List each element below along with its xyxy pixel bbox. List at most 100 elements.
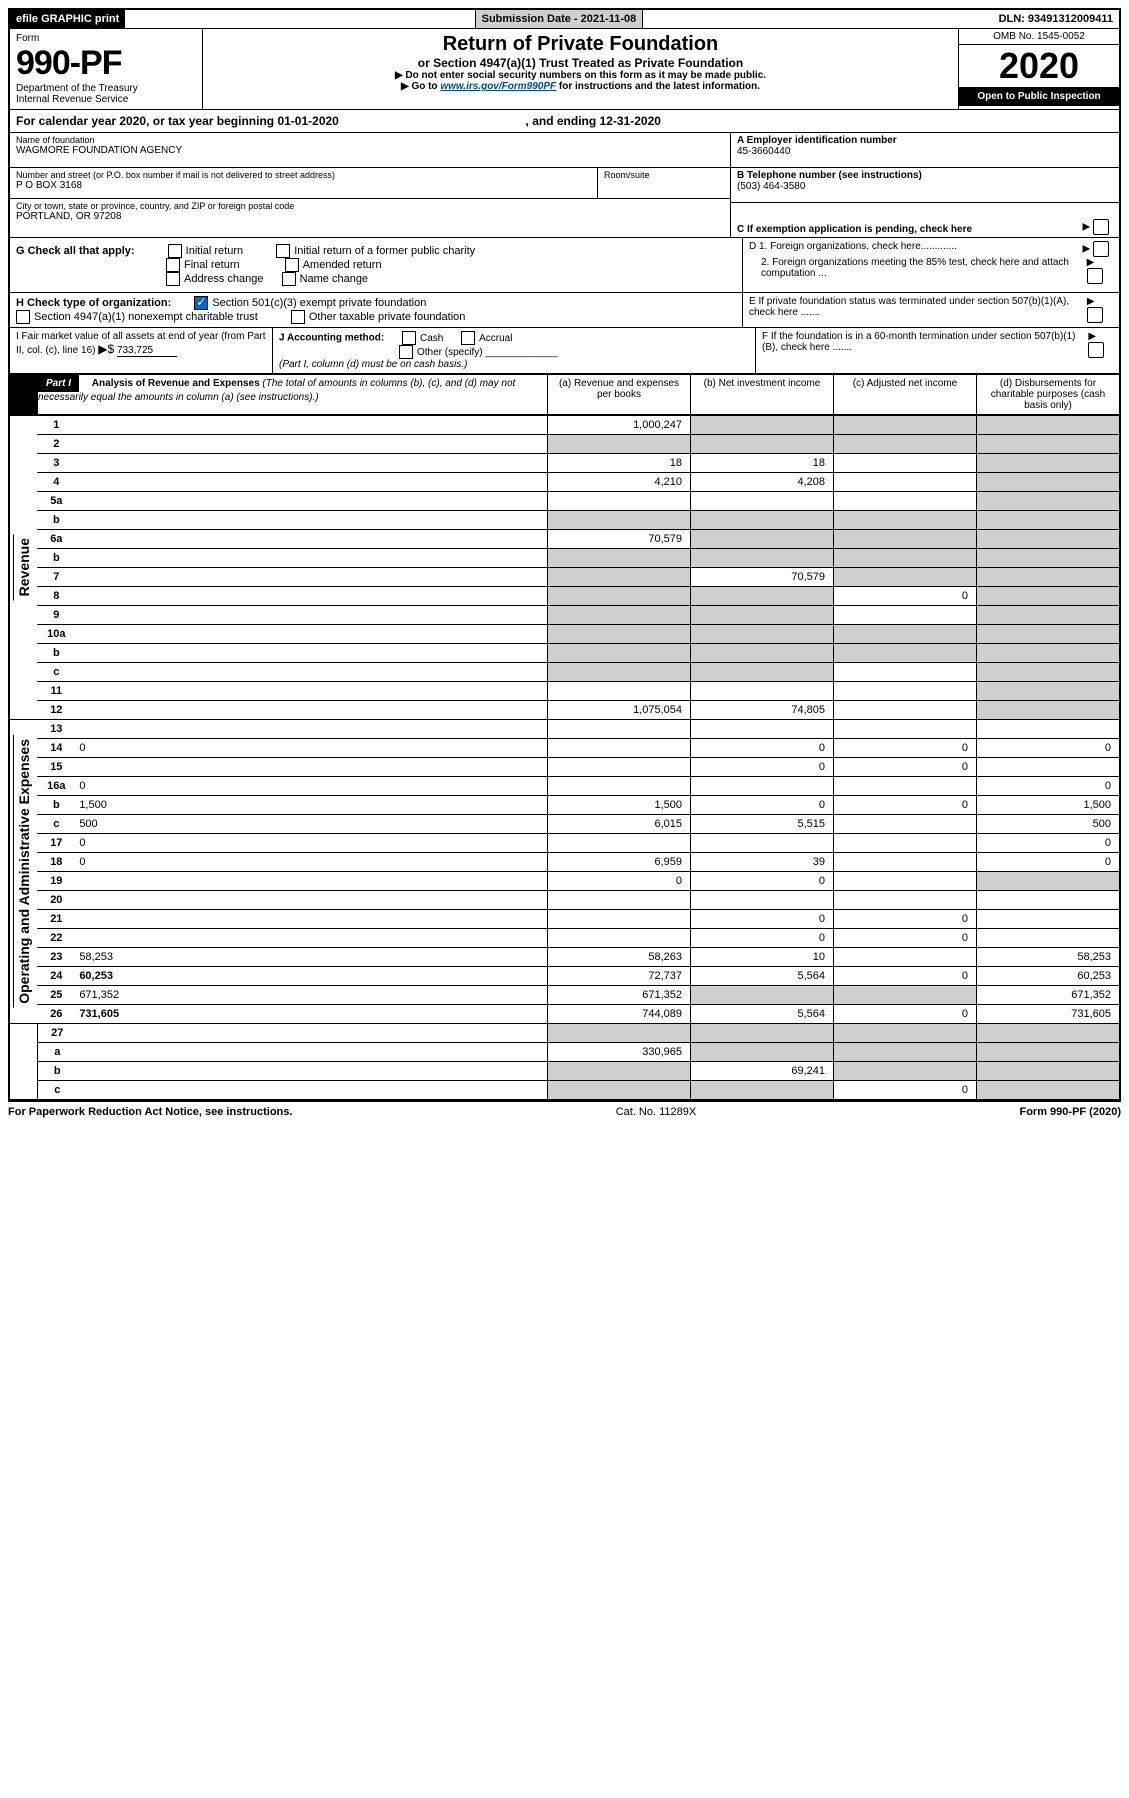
addr-cell: Number and street (or P.O. box number if… — [10, 168, 597, 198]
exemption-checkbox[interactable] — [1093, 219, 1109, 235]
cell-col-c — [834, 473, 977, 492]
row-number: c — [37, 663, 75, 682]
header-left: Form 990-PF Department of the Treasury I… — [10, 29, 203, 109]
cal-pre: For calendar year 2020, or tax year begi… — [16, 114, 277, 128]
section-i-j-f: I Fair market value of all assets at end… — [10, 328, 1119, 374]
f-label: F If the foundation is in a 60-month ter… — [762, 331, 1088, 358]
efile-label: efile GRAPHIC print — [10, 10, 125, 28]
cell-col-d — [977, 682, 1120, 701]
city-value: PORTLAND, OR 97208 — [16, 211, 724, 222]
h-501c3-checkbox[interactable] — [194, 296, 208, 310]
j-note: (Part I, column (d) must be on cash basi… — [279, 359, 467, 370]
form-container: efile GRAPHIC print Submission Date - 20… — [8, 8, 1121, 1102]
row-number: 1 — [37, 416, 75, 435]
footer-right: Form 990-PF (2020) — [1019, 1106, 1121, 1118]
cell-col-c — [834, 701, 977, 720]
cell-col-d: 1,500 — [977, 796, 1120, 815]
expenses-section: Operating and Administrative Expenses 13… — [10, 719, 1119, 1023]
f-checkbox[interactable] — [1088, 342, 1104, 358]
form-title: Return of Private Foundation — [213, 33, 948, 56]
cell-col-a: 58,263 — [548, 948, 691, 967]
cell-col-b: 10 — [691, 948, 834, 967]
cell-col-c: 0 — [834, 1005, 977, 1024]
table-row: 1700 — [37, 834, 1119, 853]
row-number: 9 — [37, 606, 75, 625]
g-name-checkbox[interactable] — [282, 272, 296, 286]
cell-col-c: 0 — [834, 967, 977, 986]
cell-col-d — [977, 454, 1120, 473]
cell-col-d — [977, 435, 1120, 454]
row-desc: 60,253 — [75, 967, 547, 986]
row-number: 21 — [37, 910, 75, 929]
cell-col-b: 0 — [691, 758, 834, 777]
cell-col-d — [977, 511, 1120, 530]
e-label: E If private foundation status was termi… — [749, 296, 1087, 323]
footer-left: For Paperwork Reduction Act Notice, see … — [8, 1106, 292, 1118]
table-row: 27 — [38, 1024, 1119, 1043]
row-number: c — [37, 815, 75, 834]
d1-checkbox[interactable] — [1093, 241, 1109, 257]
section-e: E If private foundation status was termi… — [743, 293, 1119, 327]
row-desc — [75, 872, 547, 891]
h-opt-2: Section 4947(a)(1) nonexempt charitable … — [34, 311, 258, 323]
cell-col-b — [691, 625, 834, 644]
cell-col-a: 18 — [548, 454, 691, 473]
row-desc: 58,253 — [75, 948, 547, 967]
cell-col-c — [834, 1024, 977, 1043]
row-number: 4 — [37, 473, 75, 492]
row-number: 18 — [37, 853, 75, 872]
cell-col-a — [548, 929, 691, 948]
cell-col-d: 500 — [977, 815, 1120, 834]
g-final-checkbox[interactable] — [166, 258, 180, 272]
row-desc — [76, 1081, 547, 1100]
d2-checkbox[interactable] — [1087, 268, 1103, 284]
cell-col-c: 0 — [834, 910, 977, 929]
section-j: J Accounting method: Cash Accrual Other … — [273, 328, 756, 373]
cell-col-b: 5,515 — [691, 815, 834, 834]
table-row: c — [37, 663, 1119, 682]
final-side — [10, 1023, 38, 1099]
cell-col-c — [834, 872, 977, 891]
cell-col-c — [834, 435, 977, 454]
cell-col-a — [548, 834, 691, 853]
row-desc — [75, 910, 547, 929]
cell-col-c — [834, 606, 977, 625]
cell-col-d — [977, 587, 1120, 606]
row-desc — [75, 720, 547, 739]
row-desc — [75, 473, 547, 492]
h-4947-checkbox[interactable] — [16, 310, 30, 324]
row-desc — [75, 758, 547, 777]
j-other: Other (specify) — [417, 347, 483, 358]
ein-value: 45-3660440 — [737, 146, 1113, 157]
e-checkbox[interactable] — [1087, 307, 1103, 323]
table-row: 1900 — [37, 872, 1119, 891]
table-row: 80 — [37, 587, 1119, 606]
expenses-side: Operating and Administrative Expenses — [10, 719, 37, 1023]
cell-col-d — [977, 701, 1120, 720]
cell-col-a: 330,965 — [548, 1043, 691, 1062]
h-other-checkbox[interactable] — [291, 310, 305, 324]
cell-col-a: 1,000,247 — [548, 416, 691, 435]
j-other-checkbox[interactable] — [399, 345, 413, 359]
cell-col-b — [691, 777, 834, 796]
g-amended-checkbox[interactable] — [285, 258, 299, 272]
cell-col-d: 0 — [977, 739, 1120, 758]
room-label: Room/suite — [604, 170, 724, 180]
g-initial-checkbox[interactable] — [168, 244, 182, 258]
g-label: G Check all that apply: — [16, 245, 135, 257]
cell-col-c — [834, 853, 977, 872]
row-number: 5a — [37, 492, 75, 511]
j-cash-checkbox[interactable] — [402, 331, 416, 345]
cell-col-a — [548, 435, 691, 454]
table-row: b69,241 — [38, 1062, 1119, 1081]
name-label: Name of foundation — [16, 135, 724, 145]
form-link[interactable]: www.irs.gov/Form990PF — [440, 81, 556, 92]
g-initial-former-checkbox[interactable] — [276, 244, 290, 258]
row-number: 6a — [37, 530, 75, 549]
cell-col-d — [977, 758, 1120, 777]
cell-col-d — [977, 473, 1120, 492]
g-address-checkbox[interactable] — [166, 272, 180, 286]
j-accrual-checkbox[interactable] — [461, 331, 475, 345]
form-subtitle: or Section 4947(a)(1) Trust Treated as P… — [213, 56, 948, 70]
cell-col-c: 0 — [834, 739, 977, 758]
